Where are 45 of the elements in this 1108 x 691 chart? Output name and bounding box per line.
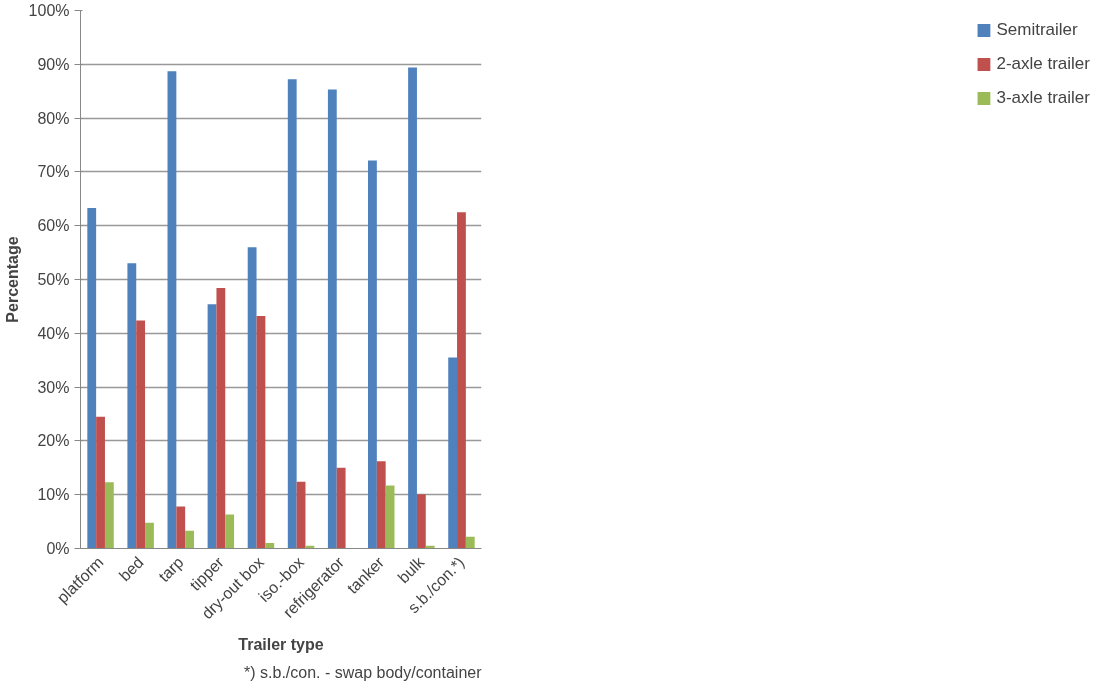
text: *) s.b./con. - swap body/container (244, 663, 483, 681)
y-tick-label: 80% (37, 109, 70, 127)
bar (96, 416, 105, 549)
legend-label: 2-axle trailer (996, 54, 1090, 74)
x-axis-title: Trailer type (238, 636, 324, 654)
bar (336, 467, 346, 549)
y-tick-label: 70% (37, 163, 70, 181)
bar (127, 263, 137, 549)
bar (287, 79, 297, 549)
bar (465, 536, 475, 549)
bar (167, 71, 177, 549)
x-tick-label: bed (115, 553, 147, 585)
legend-label: 3-axle trailer (996, 88, 1090, 108)
bar (256, 316, 266, 549)
bar (408, 67, 417, 549)
bar (448, 357, 458, 549)
bar (216, 288, 226, 549)
y-tick-label: 60% (37, 217, 70, 235)
y-tick-label: 40% (37, 324, 70, 342)
bar (176, 506, 186, 549)
bar (104, 482, 114, 549)
bar (185, 530, 194, 549)
y-tick-label: 30% (37, 378, 70, 396)
y-tick-label: 20% (37, 432, 70, 450)
y-tick-label: 90% (37, 55, 70, 73)
bar (296, 481, 306, 549)
y-tick-label: 10% (37, 486, 70, 504)
y-axis-title: Percentage (3, 236, 21, 323)
bar (265, 543, 275, 549)
bar (87, 207, 97, 549)
bar (368, 160, 377, 549)
bar (457, 212, 466, 549)
x-tick-label: tarp (155, 553, 187, 586)
bar (376, 461, 386, 549)
bar (145, 522, 154, 549)
bar (327, 89, 337, 549)
bar (225, 514, 235, 549)
y-tick-label: 100% (28, 2, 70, 19)
y-tick-label: 0% (46, 540, 70, 557)
bar (207, 304, 217, 549)
bar (247, 247, 257, 549)
y-tick-label: 50% (37, 271, 70, 288)
bar (416, 494, 426, 549)
bar (136, 320, 146, 549)
legend-label: Semitrailer (996, 20, 1078, 40)
